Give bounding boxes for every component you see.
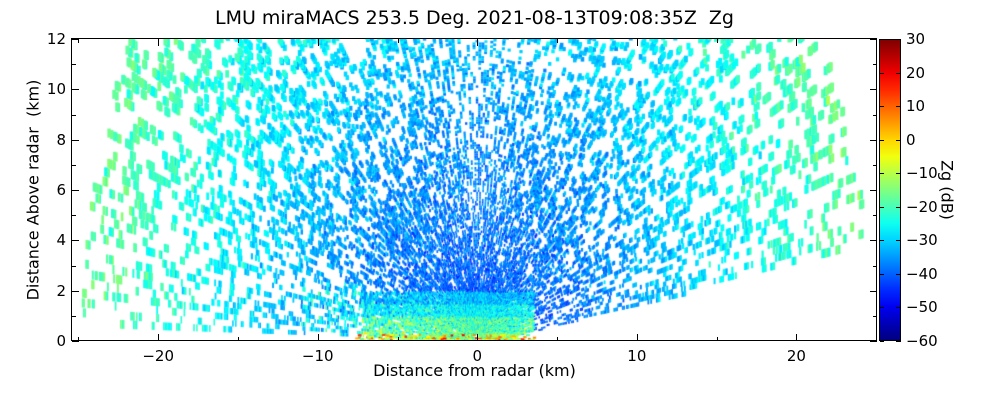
y-tick-label: 12 bbox=[46, 30, 66, 48]
colorbar-tick-label: −10 bbox=[906, 164, 938, 183]
y-tick-label: 0 bbox=[56, 332, 66, 350]
x-minor-tick-top bbox=[557, 39, 559, 43]
colorbar-tick bbox=[896, 240, 901, 242]
y-minor-tick bbox=[72, 64, 76, 66]
y-tick-right bbox=[870, 240, 877, 242]
rhi-data-canvas bbox=[72, 39, 877, 341]
y-tick-label: 4 bbox=[56, 231, 66, 250]
x-tick-label: 20 bbox=[786, 347, 806, 365]
x-tick bbox=[158, 334, 160, 341]
x-axis-label: Distance from radar (km) bbox=[373, 361, 576, 380]
colorbar-tick bbox=[896, 341, 901, 342]
colorbar-tick bbox=[896, 173, 901, 175]
colorbar-tick-left bbox=[880, 341, 884, 342]
x-minor-tick bbox=[397, 337, 399, 341]
y-tick-right bbox=[870, 89, 877, 91]
x-minor-tick bbox=[876, 337, 878, 341]
y-tick bbox=[72, 290, 79, 292]
colorbar-tick-left bbox=[880, 39, 884, 40]
x-tick-top bbox=[317, 39, 319, 46]
y-tick-right bbox=[870, 290, 877, 292]
colorbar-tick-left bbox=[880, 240, 884, 242]
x-minor-tick-top bbox=[78, 39, 80, 43]
colorbar bbox=[879, 39, 901, 341]
x-tick-top bbox=[477, 39, 479, 46]
y-tick-right bbox=[870, 341, 877, 342]
y-tick-label: 6 bbox=[56, 181, 66, 199]
y-tick-label: 2 bbox=[56, 281, 66, 300]
y-minor-tick bbox=[72, 114, 76, 116]
y-tick bbox=[72, 341, 79, 342]
colorbar-tick bbox=[896, 72, 901, 74]
x-minor-tick-top bbox=[716, 39, 718, 43]
colorbar-tick bbox=[896, 106, 901, 108]
y-tick bbox=[72, 190, 79, 191]
x-tick-top bbox=[158, 39, 160, 46]
colorbar-tick bbox=[896, 39, 901, 40]
colorbar-tick-label: −30 bbox=[906, 231, 938, 250]
y-minor-tick-right bbox=[873, 315, 877, 317]
y-minor-tick-right bbox=[873, 164, 877, 166]
x-tick-label: 0 bbox=[472, 347, 483, 365]
colorbar-tick-label: 20 bbox=[906, 63, 926, 82]
x-tick bbox=[477, 334, 479, 341]
y-tick bbox=[72, 139, 79, 141]
y-minor-tick-right bbox=[873, 215, 877, 217]
colorbar-tick-label: 10 bbox=[906, 97, 926, 116]
colorbar-tick-label: −20 bbox=[906, 197, 938, 216]
colorbar-tick bbox=[896, 307, 901, 309]
colorbar-tick-left bbox=[880, 106, 884, 108]
plot-title: LMU miraMACS 253.5 Deg. 2021-08-13T09:08… bbox=[214, 7, 734, 29]
colorbar-tick bbox=[896, 206, 901, 208]
x-tick bbox=[317, 334, 319, 341]
y-minor-tick-right bbox=[873, 265, 877, 267]
y-minor-tick bbox=[72, 265, 76, 267]
x-minor-tick bbox=[237, 337, 239, 341]
y-minor-tick-right bbox=[873, 114, 877, 116]
colorbar-tick-label: −40 bbox=[906, 264, 938, 283]
y-minor-tick-right bbox=[873, 64, 877, 66]
x-tick-label: −20 bbox=[142, 347, 174, 365]
y-tick-label: 8 bbox=[56, 130, 66, 149]
y-minor-tick bbox=[72, 164, 76, 166]
y-minor-tick bbox=[72, 215, 76, 217]
x-tick-top bbox=[636, 39, 638, 46]
colorbar-tick-label: −50 bbox=[906, 298, 938, 317]
y-tick bbox=[72, 240, 79, 242]
y-minor-tick bbox=[72, 315, 76, 317]
y-tick-right bbox=[870, 139, 877, 141]
x-minor-tick bbox=[557, 337, 559, 341]
colorbar-tick bbox=[896, 139, 901, 141]
y-tick bbox=[72, 39, 79, 40]
x-minor-tick-top bbox=[397, 39, 399, 43]
colorbar-tick-label: −60 bbox=[906, 332, 938, 350]
x-minor-tick bbox=[716, 337, 718, 341]
y-tick-right bbox=[870, 39, 877, 40]
x-tick-label: 10 bbox=[627, 347, 647, 365]
colorbar-tick-left bbox=[880, 72, 884, 74]
x-tick bbox=[636, 334, 638, 341]
y-tick-label: 10 bbox=[46, 80, 66, 99]
y-tick bbox=[72, 89, 79, 91]
x-tick-top bbox=[796, 39, 798, 46]
x-tick-label: −10 bbox=[301, 347, 334, 365]
colorbar-tick-left bbox=[880, 206, 884, 208]
x-minor-tick-top bbox=[237, 39, 239, 43]
colorbar-tick bbox=[896, 273, 901, 275]
x-minor-tick bbox=[78, 337, 80, 341]
colorbar-tick-left bbox=[880, 273, 884, 275]
colorbar-tick-label: 30 bbox=[906, 30, 926, 48]
colorbar-tick-left bbox=[880, 307, 884, 309]
y-tick-right bbox=[870, 190, 877, 191]
colorbar-tick-left bbox=[880, 173, 884, 175]
plot-border bbox=[71, 38, 877, 341]
x-tick bbox=[796, 334, 798, 341]
colorbar-tick-label: 0 bbox=[906, 130, 916, 149]
colorbar-tick-left bbox=[880, 139, 884, 141]
x-minor-tick-top bbox=[876, 39, 878, 43]
